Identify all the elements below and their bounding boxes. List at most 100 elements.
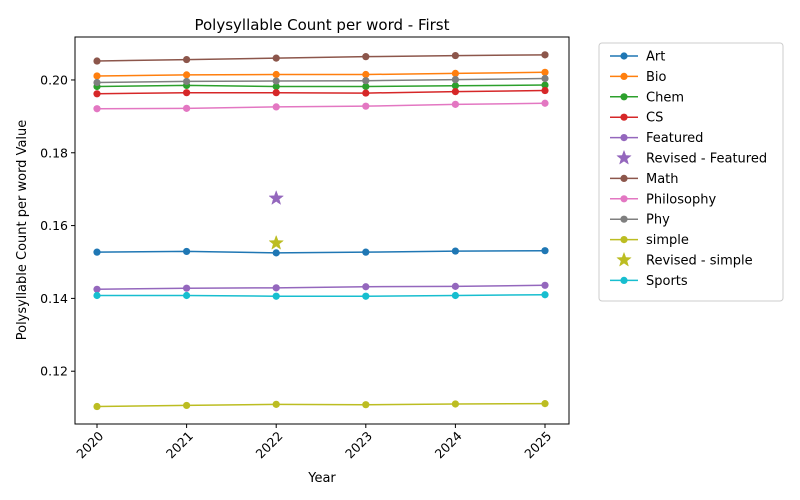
legend: Art Bio Chem CS Featured Revised - Featured Ma… [598,42,784,302]
series-philosophy-point [362,102,370,110]
series-bio-point [541,68,549,76]
series-bio-line [96,71,546,77]
legend-label-math: Math [646,172,679,187]
legend-marker-math [620,174,628,182]
series-philosophy-point [541,99,549,107]
legend-label-simple: simple [646,233,689,248]
series-philosophy-point [272,103,280,111]
y-tick-label: 0.18 [40,145,68,160]
series-featured-point [451,282,459,290]
legend-frame [598,42,784,302]
series-sports-point [451,291,459,300]
series-phy-point [362,77,370,85]
legend-label-phy: Phy [646,213,670,228]
series-sports-point [362,292,370,300]
legend-marker-phy [620,215,628,223]
series-featured-point [183,284,191,292]
legend-marker-revised-simple [616,251,632,267]
series-cs-point [541,86,549,95]
series-phy-line [96,77,546,84]
legend-label-featured: Featured [646,131,703,146]
y-tick-label: 0.12 [40,364,68,379]
series-revised-simple-star-point [268,234,285,250]
series-cs-point [362,89,370,97]
y-tick-label: 0.14 [40,291,68,306]
plot-area [93,51,549,411]
legend-label-philosophy: Philosophy [646,192,716,207]
y-tick-label: 0.20 [40,72,68,87]
series-chem-line [96,84,546,88]
series-simple-point [362,401,370,409]
y-axis-title: Polysyllable Count per word Value [15,120,30,341]
series-featured-point [362,283,370,291]
legend-marker-bio [620,72,628,80]
legend-label-bio: Bio [646,70,667,85]
legend-marker-cs [620,113,628,121]
series-math-point [541,51,549,59]
series-math-point [272,54,280,62]
series-bio-point [272,70,280,79]
legend-label-sports: Sports [646,274,688,289]
series-phy-point [272,77,280,85]
series-simple-point [451,400,459,408]
series-phy-point [541,74,549,83]
series-art-point [93,248,101,256]
series-chem-point [272,82,280,91]
plot-frame [74,36,570,425]
chart-title: Polysyllable Count per word - First [194,16,449,34]
series-simple-line [96,402,546,408]
series-philosophy-point [183,104,191,112]
legend-label-chem: Chem [646,90,684,105]
series-art-line [96,249,546,254]
legend-label-art: Art [646,50,665,65]
series-chem-point [541,81,549,89]
series-math-point [362,53,370,61]
series-philosophy-line [96,102,546,110]
legend-label-revised-simple: Revised - simple [646,254,753,269]
y-axis: 0.12 0.14 0.16 0.18 0.20 [40,72,75,379]
series-simple-point [93,402,101,411]
y-tick-label: 0.16 [40,218,68,233]
series-cs-line [96,89,546,95]
series-cs-point [183,89,191,97]
legend-label-revised-featured: Revised - Featured [646,152,767,167]
series-art-point [541,247,549,255]
series-sports-point [93,291,101,300]
series-math-point [183,55,191,64]
series-revised-featured-star-point [268,190,285,205]
series-bio-point [451,69,459,78]
legend-marker-revised-featured [616,149,632,165]
legend-marker-sports [620,276,628,284]
series-featured-line [96,284,546,291]
series-sports-line [97,294,546,297]
series-featured-point [541,281,549,289]
series-chem-point [362,82,370,91]
series-philosophy-point [93,105,101,113]
legend-marker-philosophy [620,195,628,203]
legend-marker-art [620,52,628,60]
series-phy-point [93,78,101,87]
series-sports-point [541,291,549,299]
series-sports-point [183,291,191,300]
series-cs-point [451,88,459,96]
series-cs-point [93,90,101,98]
series-cs-point [272,89,280,97]
series-art-point [362,248,370,256]
series-art-point [183,247,191,256]
legend-marker-chem [620,93,628,101]
series-math-point [451,51,459,60]
series-phy-point [183,77,191,86]
series-simple-point [183,401,191,410]
series-chem-point [451,82,459,90]
series-featured-point [93,285,101,293]
series-bio-point [183,71,191,79]
series-simple-point [541,400,549,408]
x-axis-title: Year [307,471,336,486]
series-simple-point [272,400,280,408]
series-philosophy-point [451,100,459,108]
series-math-line [96,54,546,62]
series-bio-point [362,70,370,79]
series-sports-point [272,292,280,300]
series-art-point [272,249,280,257]
